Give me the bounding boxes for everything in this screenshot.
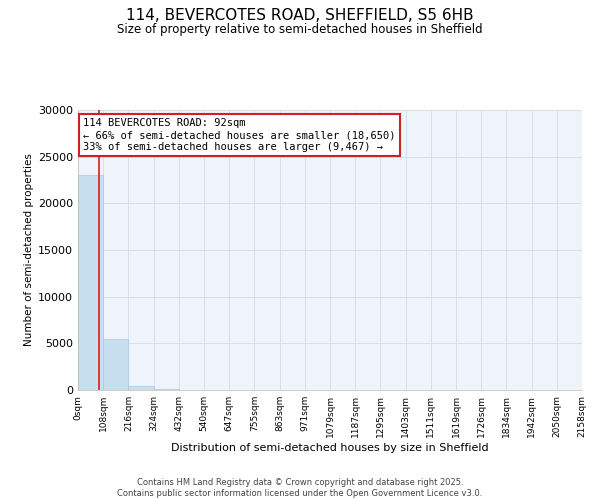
X-axis label: Distribution of semi-detached houses by size in Sheffield: Distribution of semi-detached houses by … <box>171 442 489 452</box>
Text: Contains HM Land Registry data © Crown copyright and database right 2025.
Contai: Contains HM Land Registry data © Crown c… <box>118 478 482 498</box>
Bar <box>128 386 154 390</box>
Bar <box>103 338 128 390</box>
Text: Size of property relative to semi-detached houses in Sheffield: Size of property relative to semi-detach… <box>117 22 483 36</box>
Text: 114 BEVERCOTES ROAD: 92sqm
← 66% of semi-detached houses are smaller (18,650)
33: 114 BEVERCOTES ROAD: 92sqm ← 66% of semi… <box>83 118 395 152</box>
Y-axis label: Number of semi-detached properties: Number of semi-detached properties <box>24 154 34 346</box>
Bar <box>78 176 103 390</box>
Text: 114, BEVERCOTES ROAD, SHEFFIELD, S5 6HB: 114, BEVERCOTES ROAD, SHEFFIELD, S5 6HB <box>126 8 474 22</box>
